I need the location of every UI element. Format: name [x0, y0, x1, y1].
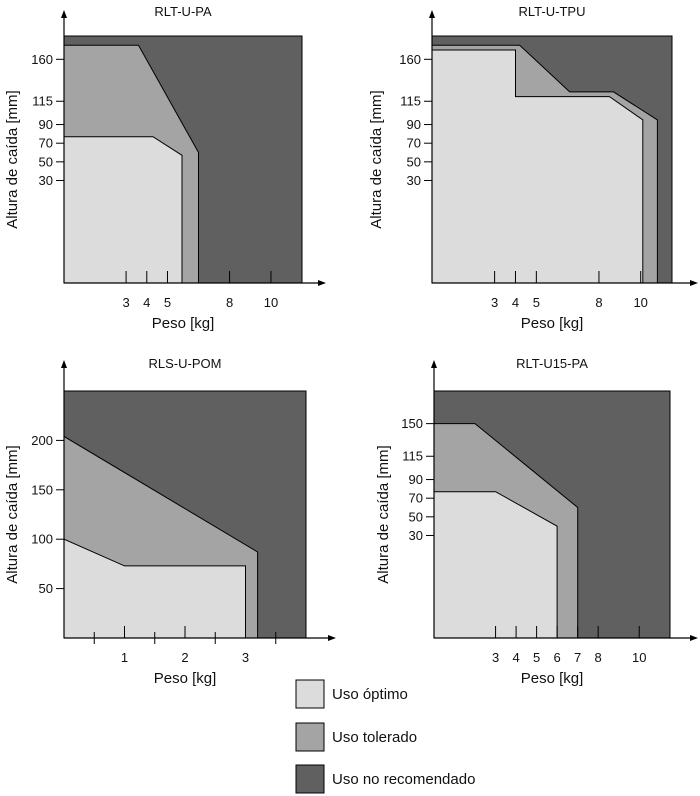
- x-axis-arrow: [690, 635, 698, 641]
- x-axis-label: Peso [kg]: [521, 670, 584, 687]
- x-axis-arrow: [690, 280, 698, 286]
- y-tick-label: 150: [31, 482, 53, 497]
- x-tick-label: 2: [181, 650, 188, 665]
- chart-panel-3: 30 50 70 90 115 150 3 4 5 6 7 8 10 RLT-U15-PA Peso [kg…: [375, 356, 698, 687]
- y-tick-label: 160: [399, 52, 421, 67]
- y-tick-label: 90: [409, 472, 423, 487]
- y-axis-arrow: [61, 360, 67, 368]
- y-tick-label: 150: [401, 416, 423, 431]
- chart-title: RLT-U-PA: [154, 4, 212, 19]
- x-axis-label: Peso [kg]: [521, 315, 584, 332]
- y-tick-label: 70: [409, 491, 423, 506]
- x-tick-label: 4: [143, 295, 150, 310]
- x-tick-label: 5: [533, 295, 540, 310]
- x-axis-label: Peso [kg]: [152, 315, 215, 332]
- x-tick-label: 10: [632, 650, 646, 665]
- legend-swatch-optimo: [295, 679, 325, 709]
- region-optimo: [63, 136, 183, 284]
- y-tick-label: 30: [407, 173, 421, 188]
- y-tick-label: 70: [407, 136, 421, 151]
- x-tick-label: 6: [554, 650, 561, 665]
- region-optimo: [431, 49, 644, 284]
- y-axis-arrow: [61, 10, 67, 18]
- y-tick-label: 115: [400, 94, 421, 109]
- x-tick-label: 10: [264, 295, 278, 310]
- y-axis-label: Altura de caída [mm]: [368, 90, 385, 228]
- y-tick-label: 50: [407, 154, 421, 169]
- x-tick-label: 3: [122, 295, 129, 310]
- x-tick-label: 3: [492, 650, 499, 665]
- chart-panel-0: 30 50 70 90 115 160 3 4 5 8 10 RLT-U-PA Peso [kg] Alt…: [4, 4, 326, 332]
- y-axis-arrow: [429, 10, 435, 18]
- y-axis-label: Altura de caída [mm]: [375, 445, 392, 583]
- chart-title: RLT-U-TPU: [519, 4, 586, 19]
- legend: Uso óptimo Uso tolerado Uso no recomenda…: [295, 679, 475, 794]
- legend-label-no-recomendado: Uso no recomendado: [332, 771, 475, 788]
- y-tick-label: 30: [409, 528, 423, 543]
- chart-panel-2: 50 100 150 200 1 2 3 RLS-U-POM Peso [kg] Altura d…: [4, 356, 336, 687]
- y-axis-label: Altura de caída [mm]: [4, 445, 21, 583]
- y-tick-label: 30: [39, 173, 53, 188]
- chart-panel-1: 30 50 70 90 115 160 3 4 5 8 10 RLT-U-TPU Peso [kg] Al…: [368, 4, 698, 332]
- x-axis-arrow: [328, 635, 336, 641]
- x-tick-label: 8: [226, 295, 233, 310]
- x-axis-arrow: [318, 280, 326, 286]
- y-tick-label: 90: [407, 117, 421, 132]
- x-tick-label: 4: [512, 295, 519, 310]
- x-tick-label: 3: [242, 650, 249, 665]
- y-tick-label: 50: [39, 581, 53, 596]
- x-axis-label: Peso [kg]: [154, 670, 217, 687]
- x-tick-label: 4: [512, 650, 519, 665]
- legend-label-optimo: Uso óptimo: [332, 686, 408, 703]
- x-tick-label: 3: [491, 295, 498, 310]
- y-tick-label: 115: [402, 449, 423, 464]
- y-tick-label: 50: [39, 154, 53, 169]
- y-axis-label: Altura de caída [mm]: [4, 90, 21, 228]
- y-tick-label: 160: [31, 52, 53, 67]
- y-tick-label: 90: [39, 117, 53, 132]
- x-tick-label: 5: [164, 295, 171, 310]
- legend-label-tolerado: Uso tolerado: [332, 729, 417, 746]
- legend-swatch-no-recomendado: [295, 764, 325, 794]
- x-tick-label: 8: [595, 650, 602, 665]
- x-tick-label: 8: [595, 295, 602, 310]
- x-tick-label: 7: [574, 650, 581, 665]
- y-tick-label: 50: [409, 509, 423, 524]
- y-axis-arrow: [431, 360, 437, 368]
- y-tick-label: 200: [31, 433, 53, 448]
- x-tick-label: 10: [633, 295, 647, 310]
- y-tick-label: 70: [39, 136, 53, 151]
- x-tick-label: 5: [533, 650, 540, 665]
- y-tick-label: 100: [31, 532, 53, 547]
- y-tick-label: 115: [32, 94, 53, 109]
- chart-title: RLS-U-POM: [149, 356, 222, 371]
- legend-swatch-tolerado: [295, 722, 325, 752]
- chart-title: RLT-U15-PA: [516, 356, 588, 371]
- x-tick-label: 1: [121, 650, 128, 665]
